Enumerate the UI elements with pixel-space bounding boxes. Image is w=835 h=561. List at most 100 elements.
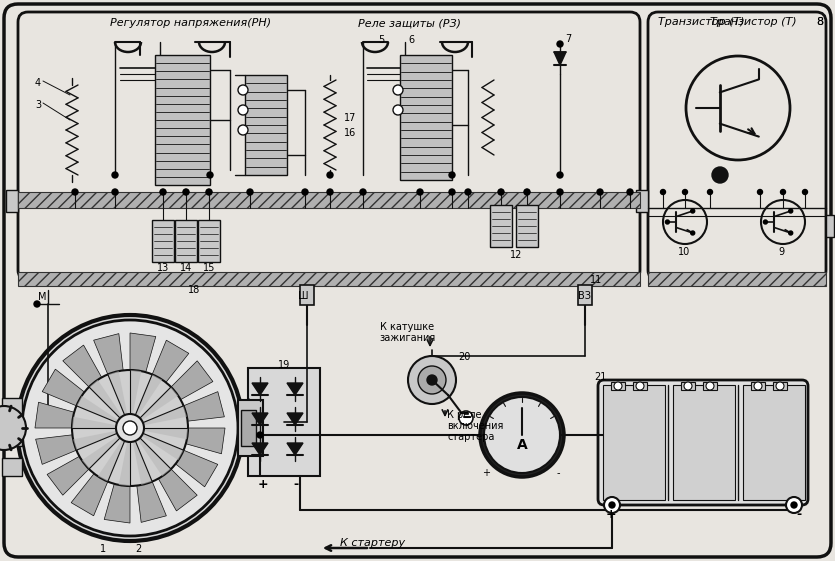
Circle shape — [160, 189, 166, 195]
Polygon shape — [135, 374, 162, 416]
Circle shape — [480, 393, 564, 477]
Circle shape — [665, 220, 670, 224]
Polygon shape — [554, 52, 566, 65]
Bar — [578, 285, 592, 305]
Circle shape — [791, 502, 797, 508]
Bar — [603, 385, 665, 500]
Text: +: + — [258, 478, 269, 491]
Polygon shape — [138, 438, 171, 476]
Circle shape — [712, 167, 728, 183]
Polygon shape — [72, 417, 116, 428]
Circle shape — [459, 411, 473, 425]
Text: 18: 18 — [188, 285, 200, 295]
Polygon shape — [77, 396, 119, 422]
Polygon shape — [130, 370, 141, 414]
Text: +: + — [482, 468, 490, 478]
Text: М: М — [38, 292, 47, 302]
Circle shape — [238, 125, 248, 135]
Polygon shape — [143, 406, 187, 425]
Circle shape — [327, 189, 333, 195]
Bar — [2, 458, 22, 476]
Circle shape — [417, 189, 423, 195]
Circle shape — [327, 172, 333, 178]
Text: +: + — [606, 508, 616, 521]
Bar — [648, 272, 826, 286]
Circle shape — [684, 382, 692, 390]
Polygon shape — [71, 473, 108, 516]
Circle shape — [706, 382, 714, 390]
Circle shape — [524, 190, 529, 195]
Text: стартера: стартера — [447, 432, 494, 442]
Bar — [18, 192, 640, 208]
FancyBboxPatch shape — [598, 380, 808, 505]
Circle shape — [116, 414, 144, 442]
Circle shape — [449, 172, 455, 178]
Bar — [248, 368, 320, 476]
FancyBboxPatch shape — [648, 12, 826, 280]
Circle shape — [691, 209, 695, 213]
Polygon shape — [94, 334, 124, 374]
Polygon shape — [287, 413, 303, 425]
Circle shape — [781, 190, 786, 195]
Circle shape — [691, 231, 695, 235]
Circle shape — [123, 421, 137, 435]
FancyBboxPatch shape — [18, 12, 640, 280]
Text: Регулятор напряжения(РН): Регулятор напряжения(РН) — [110, 18, 271, 28]
Text: К катушке: К катушке — [380, 322, 434, 332]
Circle shape — [604, 497, 620, 513]
Bar — [673, 385, 735, 500]
Text: 9: 9 — [778, 247, 784, 257]
Circle shape — [17, 315, 243, 541]
Circle shape — [418, 366, 446, 394]
Circle shape — [636, 382, 644, 390]
Bar — [611, 382, 625, 390]
Text: 16: 16 — [344, 128, 357, 138]
Polygon shape — [252, 443, 268, 455]
Circle shape — [184, 190, 189, 195]
Circle shape — [498, 190, 504, 195]
Bar — [155, 55, 210, 185]
Circle shape — [238, 85, 248, 95]
Text: 1: 1 — [100, 544, 106, 554]
Text: 10: 10 — [678, 247, 691, 257]
Polygon shape — [144, 428, 188, 439]
Bar — [490, 205, 512, 247]
Circle shape — [557, 172, 563, 178]
Bar — [773, 382, 787, 390]
Text: включения: включения — [447, 421, 504, 431]
Circle shape — [238, 105, 248, 115]
Polygon shape — [152, 340, 189, 383]
Circle shape — [302, 189, 308, 195]
Circle shape — [614, 382, 622, 390]
Bar — [2, 398, 22, 416]
Text: 5: 5 — [378, 35, 384, 45]
Circle shape — [609, 502, 615, 508]
Circle shape — [257, 432, 263, 438]
Circle shape — [557, 41, 563, 47]
Text: 8: 8 — [816, 17, 823, 27]
Circle shape — [776, 382, 784, 390]
Polygon shape — [108, 371, 127, 415]
Circle shape — [465, 189, 471, 195]
Polygon shape — [171, 361, 213, 399]
Bar — [743, 385, 805, 500]
Circle shape — [408, 356, 456, 404]
Text: A: A — [517, 438, 528, 452]
Circle shape — [789, 231, 792, 235]
Text: -: - — [293, 478, 298, 491]
Text: Транзистор (Т): Транзистор (Т) — [710, 17, 797, 27]
Circle shape — [789, 209, 792, 213]
Text: Транзистор (Т): Транзистор (Т) — [658, 17, 745, 27]
Polygon shape — [137, 481, 166, 522]
Bar — [751, 382, 765, 390]
Text: 19: 19 — [278, 360, 290, 370]
Circle shape — [34, 301, 40, 307]
Text: 2: 2 — [135, 544, 141, 554]
Polygon shape — [159, 469, 197, 511]
Circle shape — [160, 190, 165, 195]
Polygon shape — [43, 369, 84, 406]
Polygon shape — [142, 433, 184, 460]
Circle shape — [763, 220, 767, 224]
Text: 13: 13 — [157, 263, 170, 273]
Circle shape — [627, 189, 633, 195]
